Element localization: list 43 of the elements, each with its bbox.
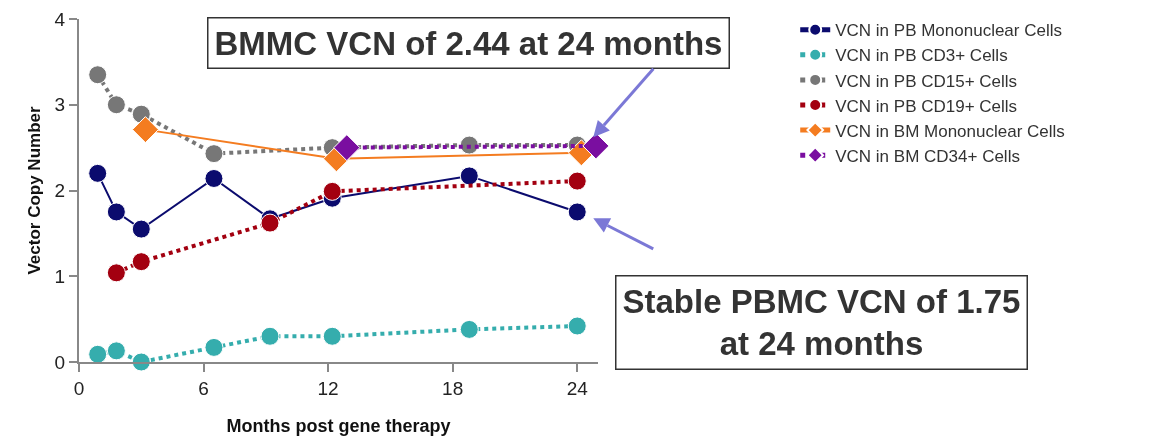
y-tick-label: 2 [54,180,66,202]
point [204,337,224,357]
x-tick-label: 12 [317,377,339,399]
x-tick-label: 24 [566,377,589,399]
legend-label: VCN in BM Mononuclear Cells [835,121,1065,141]
y-tick-label: 3 [54,94,66,116]
point [567,316,587,336]
y-tick-label: 1 [54,265,66,287]
point [106,341,126,361]
point [582,132,610,160]
point [459,166,479,186]
point [106,202,126,222]
point [131,219,151,239]
point [88,163,108,183]
legend-label: VCN in PB CD15+ Cells [835,71,1018,91]
x-tick-label: 6 [198,377,209,399]
point [459,319,479,339]
point [106,95,126,115]
point [88,65,108,85]
legend-label: VCN in BM CD34+ Cells [835,146,1020,166]
point [204,144,224,164]
x-axis-title: Months post gene therapy [226,416,451,437]
point [131,116,159,144]
point [88,344,108,364]
point [567,202,587,222]
annotation: BMMC VCN of 2.44 at 24 months [214,24,723,62]
y-tick-label: 0 [54,351,66,373]
x-tick-label: 0 [73,377,85,399]
x-tick-label: 18 [442,377,464,399]
annotation: Stable PBMC VCN of 1.75 at 24 months [622,282,1021,363]
point [322,181,342,201]
point [131,252,151,272]
y-axis-title: Vector Copy Number [24,106,44,275]
legend-label: VCN in PB CD3+ Cells [835,46,1008,66]
legend-label: VCN in PB Mononuclear Cells [835,21,1062,41]
point [106,263,126,283]
y-tick-label: 4 [54,8,66,30]
point [204,168,224,188]
point [333,134,361,162]
legend-label: VCN in PB CD19+ Cells [835,96,1018,116]
point [567,171,587,191]
point [260,326,280,346]
point [322,326,342,346]
